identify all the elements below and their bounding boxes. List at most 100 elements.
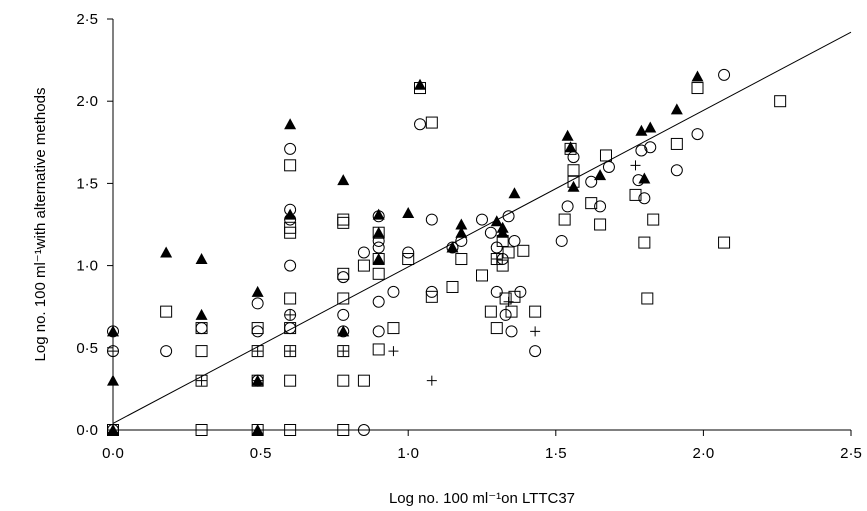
square-point	[372, 343, 385, 356]
circle-point	[567, 151, 580, 164]
y-tick-label: 1·5	[76, 175, 98, 192]
circle-point	[644, 141, 657, 154]
y-tick-label: 2·0	[76, 93, 98, 110]
square-point	[505, 305, 518, 318]
circle-point	[251, 297, 264, 310]
data-points	[107, 68, 787, 436]
circle-point	[284, 142, 297, 155]
square-point	[446, 280, 459, 293]
triangle-point	[564, 141, 577, 153]
circle-point	[284, 308, 297, 321]
square-point	[284, 226, 297, 239]
square-point	[251, 345, 264, 358]
square-point	[641, 292, 654, 305]
triangle-point	[372, 226, 385, 238]
square-point	[629, 188, 642, 201]
triangle-point	[691, 70, 704, 82]
square-point	[564, 142, 577, 155]
plus-point	[252, 346, 263, 357]
square-point	[476, 269, 488, 282]
x-tick-label: 0·5	[250, 445, 272, 462]
circle-point	[107, 424, 119, 436]
circle-point	[455, 234, 468, 247]
circle-point	[284, 322, 297, 335]
triangle-point	[195, 253, 208, 265]
triangle-point	[561, 129, 574, 141]
triangle-point	[644, 121, 657, 133]
circle-point	[446, 241, 459, 254]
square-point	[402, 253, 415, 266]
square-point	[529, 305, 542, 318]
triangle-point	[446, 241, 459, 253]
circle-point	[632, 174, 645, 187]
plus-point	[252, 375, 263, 386]
triangle-point	[195, 308, 208, 320]
circle-point	[414, 118, 427, 131]
triangle-point	[638, 172, 651, 184]
square-point	[284, 159, 297, 172]
circle-point	[502, 210, 515, 223]
triangle-point	[107, 424, 119, 435]
plus-point	[196, 375, 207, 386]
square-point	[455, 253, 468, 266]
x-tick-label: 1·0	[397, 445, 419, 462]
square-point	[484, 305, 497, 318]
circle-point	[107, 345, 119, 358]
circle-point	[425, 213, 438, 226]
square-point	[337, 374, 350, 387]
circle-point	[337, 308, 350, 321]
square-point	[251, 424, 264, 436]
square-point	[499, 292, 512, 305]
square-point	[337, 213, 350, 226]
circle-point	[387, 285, 400, 298]
square-point	[670, 137, 683, 150]
circle-point	[718, 68, 731, 81]
circle-point	[402, 246, 415, 259]
triangle-point	[567, 180, 580, 192]
plus-point	[630, 160, 641, 171]
reference-line	[112, 31, 852, 424]
circle-point	[585, 175, 598, 188]
circle-point	[691, 128, 704, 141]
circle-point	[529, 345, 542, 358]
triangle-point	[337, 325, 350, 337]
square-point	[718, 236, 731, 249]
square-point	[195, 345, 208, 358]
triangle-point	[635, 124, 648, 136]
square-point	[517, 244, 530, 257]
circle-point	[555, 234, 568, 247]
x-tick-labels: 0·0 0·5 1·0 1·5 2·0 2·5	[102, 445, 862, 462]
square-point	[160, 305, 173, 318]
triangle-point	[160, 246, 173, 258]
circle-point	[425, 285, 438, 298]
square-point	[558, 213, 571, 226]
square-point	[414, 82, 427, 95]
square-point	[357, 374, 370, 387]
y-tick-label: 0·0	[76, 422, 98, 439]
square-point	[284, 424, 297, 436]
circle-point	[372, 210, 385, 223]
square-point	[372, 253, 385, 266]
square-point	[594, 218, 607, 231]
triangle-point	[594, 169, 607, 181]
triangle-point	[414, 78, 427, 90]
y-tick-label: 0·5	[76, 340, 98, 357]
circle-point	[357, 246, 370, 259]
square-point	[337, 216, 350, 229]
y-tick-labels: 0·0 0·5 1·0 1·5 2·0 2·5	[76, 11, 98, 439]
circle-point	[372, 295, 385, 308]
triangle-point	[670, 103, 683, 115]
circle-point	[490, 241, 503, 254]
y-axis-label: Log no. 100 ml⁻¹with alternative methods	[32, 88, 49, 362]
plus-point	[491, 254, 502, 265]
square-point	[774, 95, 787, 108]
y-tick-label: 2·5	[76, 11, 98, 28]
square-point	[337, 267, 350, 280]
circle-point	[107, 325, 119, 338]
axes	[107, 18, 852, 436]
circle-point	[160, 345, 173, 358]
circle-point	[251, 325, 264, 338]
x-tick-label: 2·0	[693, 445, 715, 462]
circle-point	[357, 424, 370, 436]
